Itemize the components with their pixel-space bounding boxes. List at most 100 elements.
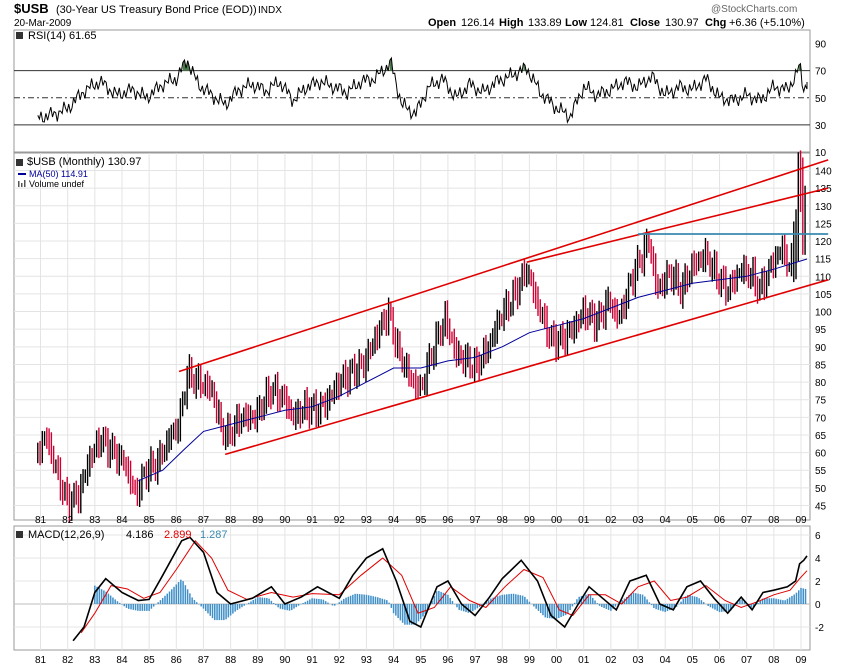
price-x-tick-label: 06 xyxy=(714,515,726,526)
price-tick-label: 50 xyxy=(815,484,827,495)
rsi-tick-label: 50 xyxy=(815,94,827,105)
chart-header: $USB (30-Year US Treasury Bond Price (EO… xyxy=(14,1,805,29)
volume-legend-icon xyxy=(18,181,20,187)
macd-tick-label: 0 xyxy=(815,600,821,611)
rsi-legend-swatch xyxy=(16,32,23,39)
price-x-tick-label: 82 xyxy=(62,515,74,526)
macd-x-tick-label: 94 xyxy=(388,655,400,666)
price-x-tick-label: 86 xyxy=(171,515,183,526)
macd-x-tick-label: 89 xyxy=(252,655,264,666)
quote-date: 20-Mar-2009 xyxy=(14,18,72,29)
price-x-tick-label: 09 xyxy=(795,515,807,526)
trend-lines xyxy=(178,159,829,456)
price-tick-label: 125 xyxy=(815,219,832,230)
price-tick-label: 95 xyxy=(815,325,827,336)
price-tick-label: 100 xyxy=(815,308,832,319)
price-x-tick-label: 87 xyxy=(198,515,210,526)
price-x-tick-label: 81 xyxy=(35,515,47,526)
price-x-tick-label: 98 xyxy=(497,515,509,526)
price-legend-swatch xyxy=(16,159,23,166)
rsi-line xyxy=(37,56,808,124)
macd-x-tick-label: 08 xyxy=(768,655,780,666)
macd-x-tick-label: 05 xyxy=(687,655,699,666)
price-x-tick-label: 04 xyxy=(660,515,672,526)
price-tick-label: 140 xyxy=(815,167,832,178)
price-x-tick-label: 95 xyxy=(415,515,427,526)
macd-tick-label: 4 xyxy=(815,554,821,565)
macd-panel-frame xyxy=(13,525,811,651)
macd-x-tick-label: 92 xyxy=(334,655,346,666)
price-tick-label: 65 xyxy=(815,431,827,442)
price-bars xyxy=(37,150,806,523)
macd-histogram-legend-value: 1.287 xyxy=(200,529,228,541)
price-grid xyxy=(14,153,810,520)
rsi-y-axis: 10 30 50 70 90 xyxy=(815,40,827,159)
ma-legend-label: MA(50) 114.91 xyxy=(29,169,88,179)
macd-x-tick-label: 97 xyxy=(470,655,482,666)
price-tick-label: 115 xyxy=(815,255,831,266)
macd-x-tick-label: 82 xyxy=(62,655,74,666)
macd-x-tick-label: 03 xyxy=(632,655,644,666)
macd-signal-line xyxy=(80,539,808,634)
macd-tick-label: 6 xyxy=(815,531,821,542)
macd-x-tick-label: 83 xyxy=(89,655,101,666)
macd-legend-label: MACD(12,26,9) xyxy=(28,529,104,541)
macd-x-tick-label: 84 xyxy=(116,655,128,666)
trend-channel-line xyxy=(178,159,829,373)
price-tick-label: 55 xyxy=(815,466,827,477)
price-x-tick-label: 90 xyxy=(279,515,291,526)
high-value: 133.89 xyxy=(528,17,562,29)
macd-x-tick-label: 01 xyxy=(578,655,590,666)
rsi-panel-frame xyxy=(13,29,811,153)
price-tick-label: 60 xyxy=(815,449,827,460)
price-x-tick-label: 96 xyxy=(442,515,454,526)
macd-x-tick-label: 81 xyxy=(35,655,47,666)
price-x-tick-label: 05 xyxy=(687,515,699,526)
macd-x-tick-label: 91 xyxy=(307,655,319,666)
price-panel-frame xyxy=(13,152,811,521)
price-tick-label: 80 xyxy=(815,378,827,389)
macd-tick-label: 2 xyxy=(815,577,821,588)
rsi-grid xyxy=(14,70,810,126)
price-tick-label: 70 xyxy=(815,413,827,424)
price-tick-label: 45 xyxy=(815,502,827,513)
macd-x-tick-label: 98 xyxy=(497,655,509,666)
symbol-description: (30-Year US Treasury Bond Price (EOD)) xyxy=(56,4,257,16)
close-label: Close xyxy=(630,17,660,29)
rsi-panel: 10 30 50 70 90 RSI(14) 61.65 xyxy=(13,29,827,159)
rsi-tick-label: 10 xyxy=(815,148,827,159)
macd-tick-label: -2 xyxy=(815,623,824,634)
price-x-axis: 81 82 83 84 85 86 87 88 89 90 91 92 93 94 95 96 97 98 99 00… xyxy=(35,515,807,526)
macd-x-tick-label: 95 xyxy=(415,655,427,666)
price-x-tick-label: 93 xyxy=(361,515,373,526)
rsi-tick-label: 70 xyxy=(815,67,827,78)
macd-y-axis: -2 0 2 4 6 xyxy=(815,531,824,634)
ma-legend-swatch xyxy=(18,173,26,175)
price-x-tick-label: 85 xyxy=(144,515,156,526)
close-value: 130.97 xyxy=(665,17,699,29)
macd-x-tick-label: 00 xyxy=(551,655,563,666)
price-x-tick-label: 03 xyxy=(632,515,644,526)
volume-legend-label: Volume undef xyxy=(29,179,85,189)
rsi-title: RSI(14) 61.65 xyxy=(28,30,96,42)
macd-x-tick-label: 87 xyxy=(198,655,210,666)
open-label: Open xyxy=(428,17,456,29)
chg-value: +6.36 (+5.10%) xyxy=(729,17,805,29)
price-x-tick-label: 94 xyxy=(388,515,400,526)
price-x-tick-label: 01 xyxy=(578,515,590,526)
macd-histogram xyxy=(94,579,807,625)
price-x-tick-label: 83 xyxy=(89,515,101,526)
macd-x-tick-label: 06 xyxy=(714,655,726,666)
watermark: @StockCharts.com xyxy=(711,4,797,15)
price-x-tick-label: 88 xyxy=(225,515,237,526)
price-x-tick-label: 02 xyxy=(605,515,617,526)
price-tick-label: 75 xyxy=(815,396,827,407)
macd-x-tick-label: 90 xyxy=(279,655,291,666)
price-x-tick-label: 91 xyxy=(307,515,319,526)
price-x-tick-label: 97 xyxy=(470,515,482,526)
symbol: $USB xyxy=(14,1,49,16)
macd-x-tick-label: 09 xyxy=(795,655,807,666)
price-legend-title: $USB (Monthly) 130.97 xyxy=(27,156,141,168)
price-tick-label: 90 xyxy=(815,343,827,354)
macd-x-tick-label: 88 xyxy=(225,655,237,666)
